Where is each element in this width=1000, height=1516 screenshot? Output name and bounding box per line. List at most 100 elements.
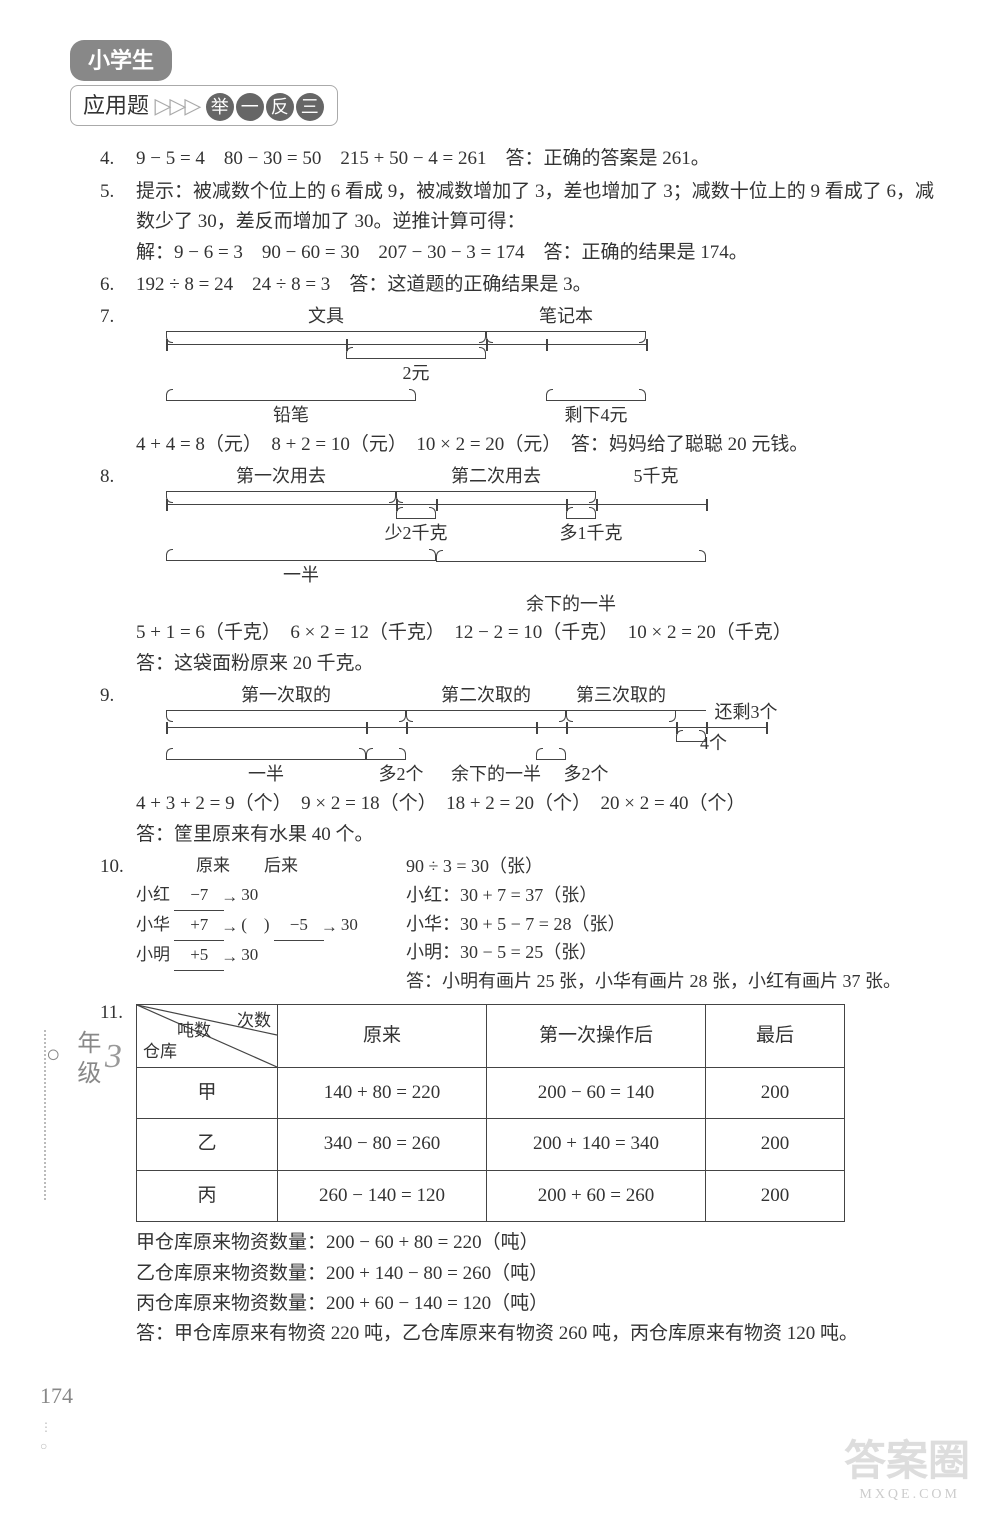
q10-r1-res: 30 <box>241 885 258 904</box>
q10-r2-mid: ( ) <box>241 915 269 934</box>
r1-c3: 200 <box>706 1068 845 1119</box>
q11-line-1: 乙仓库原来物资数量：200 + 140 − 80 = 260（吨） <box>136 1259 940 1289</box>
r3-c3: 200 <box>706 1170 845 1221</box>
page: 小学生 应用题 ▷▷▷ 举一反三 4. 9 − 5 = 4 80 − 30 = … <box>0 0 1000 1516</box>
q5-ans: 答：正确的结果是 174。 <box>544 242 748 263</box>
q8-lbl-plus1: 多1千克 <box>546 519 636 548</box>
q7-ans: 答：妈妈给了聪聪 20 元钱。 <box>571 434 809 455</box>
q11-line-3: 答：甲仓库原来有物资 220 吨，乙仓库原来有物资 260 吨，丙仓库原来有物资… <box>136 1319 940 1349</box>
q4-ans: 答：正确的答案是 261。 <box>506 148 710 169</box>
qnum-9: 9. <box>100 681 136 711</box>
corner-r1: 次数 <box>237 1007 271 1034</box>
r2-c2: 200 + 140 = 340 <box>487 1119 706 1170</box>
bubble-2: 一 <box>236 93 264 121</box>
q9-lbl-3: 第三次取的 <box>566 681 676 710</box>
q10-r2-name: 小华 <box>136 915 170 934</box>
q5-hint: 提示：被减数个位上的 6 看成 9，被减数增加了 3，差也增加了 3；减数十位上… <box>136 177 940 238</box>
q7-diagram: 文具 笔记本 2元 <box>166 302 940 429</box>
q7-lbl-pencil: 铅笔 <box>166 401 416 430</box>
r3-c2: 200 + 60 = 260 <box>487 1170 706 1221</box>
q4: 4. 9 − 5 = 4 80 − 30 = 50 215 + 50 − 4 =… <box>100 144 940 174</box>
qnum-7: 7. <box>100 302 136 332</box>
qnum-8: 8. <box>100 462 136 492</box>
q8-lbl-5kg: 5千克 <box>596 462 716 491</box>
grade-number: 3 <box>105 1030 128 1084</box>
q10-r1-name: 小红 <box>136 885 170 904</box>
q6-calc: 192 ÷ 8 = 24 24 ÷ 8 = 3 <box>136 274 330 295</box>
q8-lbl-first: 第一次用去 <box>166 462 396 491</box>
page-number: 174 ⋮○ <box>40 1378 73 1456</box>
q9-lbl-p2b: 多2个 <box>556 760 616 789</box>
q7-lbl-left4: 剩下4元 <box>546 401 646 430</box>
th-orig: 原来 <box>278 1005 487 1068</box>
r1-c1: 140 + 80 = 220 <box>278 1068 487 1119</box>
grade-label: 年级 <box>73 1030 99 1090</box>
q10-r2-op2: −5 <box>274 911 324 941</box>
q10-right-4: 答：小明有画片 25 张，小华有画片 28 张，小红有画片 37 张。 <box>406 967 901 996</box>
q10-r3-res: 30 <box>241 945 258 964</box>
triangle-icon: ▷▷▷ <box>155 93 200 118</box>
r3-c1: 260 − 140 = 120 <box>278 1170 487 1221</box>
q8-calc: 5 + 1 = 6（千克） 6 × 2 = 12（千克） 12 − 2 = 10… <box>136 618 940 648</box>
bubble-1: 举 <box>206 93 234 121</box>
q10-right-1: 小红：30 + 7 = 37（张） <box>406 881 901 910</box>
r1-name: 甲 <box>137 1068 278 1119</box>
q10-r2-op1: +7 <box>174 911 224 941</box>
q10-hdr-later: 后来 <box>264 856 298 875</box>
q9-diagram: 第一次取的 第二次取的 第三次取的 还剩3个 4个 <box>166 681 940 789</box>
qnum-11: 11. <box>100 998 136 1028</box>
q10-right-3: 小明：30 − 5 = 25（张） <box>406 938 901 967</box>
corner-r2: 吨数 <box>177 1017 211 1044</box>
r2-c3: 200 <box>706 1119 845 1170</box>
q11-line-0: 甲仓库原来物资数量：200 − 60 + 80 = 220（吨） <box>136 1228 940 1258</box>
q10-r2-res: 30 <box>341 915 358 934</box>
table-row: 甲 140 + 80 = 220 200 − 60 = 140 200 <box>137 1068 845 1119</box>
q11-line-2: 丙仓库原来物资数量：200 + 60 − 140 = 120（吨） <box>136 1289 940 1319</box>
r1-c2: 200 − 60 = 140 <box>487 1068 706 1119</box>
qnum-10: 10. <box>100 852 136 882</box>
q9: 9. 第一次取的 第二次取的 第三次取的 还剩3个 <box>100 681 940 850</box>
q8-lbl-minus2: 少2千克 <box>366 519 466 548</box>
table-row: 乙 340 − 80 = 260 200 + 140 = 340 200 <box>137 1119 845 1170</box>
sidebar-grade: 3 年级 ○ <box>30 1030 128 1200</box>
q10-r1-op1: −7 <box>174 881 224 911</box>
q7-calc: 4 + 4 = 8（元） 8 + 2 = 10（元） 10 × 2 = 20（元… <box>136 434 552 455</box>
q7: 7. 文具 笔记本 <box>100 302 940 460</box>
r2-c1: 340 − 80 = 260 <box>278 1119 487 1170</box>
r2-name: 乙 <box>137 1119 278 1170</box>
q9-lbl-1: 第一次取的 <box>166 681 406 710</box>
table-row: 丙 260 − 140 = 120 200 + 60 = 260 200 <box>137 1170 845 1221</box>
q9-calc: 4 + 3 + 2 = 9（个） 9 × 2 = 18（个） 18 + 2 = … <box>136 789 940 819</box>
q11-table: 次数 吨数 仓库 原来 第一次操作后 最后 甲 140 + 80 = 220 2… <box>136 1004 845 1222</box>
q10: 10. 原来 后来 小红 −7 30 小华 +7 ( ) −5 30 小明 +5… <box>100 852 940 996</box>
q10-right: 90 ÷ 3 = 30（张） 小红：30 + 7 = 37（张） 小华：30 +… <box>406 852 901 996</box>
corner-cell: 次数 吨数 仓库 <box>137 1005 277 1067</box>
q10-left: 原来 后来 小红 −7 30 小华 +7 ( ) −5 30 小明 +5 30 <box>136 852 366 996</box>
q9-ans: 答：筐里原来有水果 40 个。 <box>136 820 940 850</box>
q7-lbl-stationery: 文具 <box>166 302 486 331</box>
q10-hdr-orig: 原来 <box>196 856 230 875</box>
q10-r3-name: 小明 <box>136 945 170 964</box>
q8-lbl-half: 一半 <box>166 561 436 590</box>
q4-calc: 9 − 5 = 4 80 − 30 = 50 215 + 50 − 4 = 26… <box>136 148 487 169</box>
q8-lbl-second: 第二次用去 <box>396 462 596 491</box>
bubble-4: 三 <box>296 93 324 121</box>
q5-sol: 解：9 − 6 = 3 90 − 60 = 30 207 − 30 − 3 = … <box>136 242 525 263</box>
corner-r3: 仓库 <box>143 1038 177 1065</box>
q8: 8. 第一次用去 第二次用去 5千克 <box>100 462 940 679</box>
q8-lbl-remhalf: 余下的一半 <box>436 590 706 619</box>
q7-lbl-2yuan: 2元 <box>346 359 486 388</box>
q4-body: 9 − 5 = 4 80 − 30 = 50 215 + 50 − 4 = 26… <box>136 144 940 174</box>
page-header: 小学生 应用题 ▷▷▷ 举一反三 <box>70 40 940 126</box>
header-bottom: 应用题 ▷▷▷ 举一反三 <box>70 85 338 126</box>
bubble-3: 反 <box>266 93 294 121</box>
qnum-6: 6. <box>100 270 136 300</box>
q6-ans: 答：这道题的正确结果是 3。 <box>349 274 591 295</box>
r3-name: 丙 <box>137 1170 278 1221</box>
q7-lbl-notebook: 笔记本 <box>486 302 646 331</box>
th-final: 最后 <box>706 1005 845 1068</box>
header-top: 小学生 <box>70 40 172 81</box>
q11: 11. 次数 吨数 仓库 原来 第一次操作后 最后 <box>100 998 940 1350</box>
q10-right-0: 90 ÷ 3 = 30（张） <box>406 852 901 881</box>
watermark-sub: MXQE.COM <box>859 1484 960 1506</box>
